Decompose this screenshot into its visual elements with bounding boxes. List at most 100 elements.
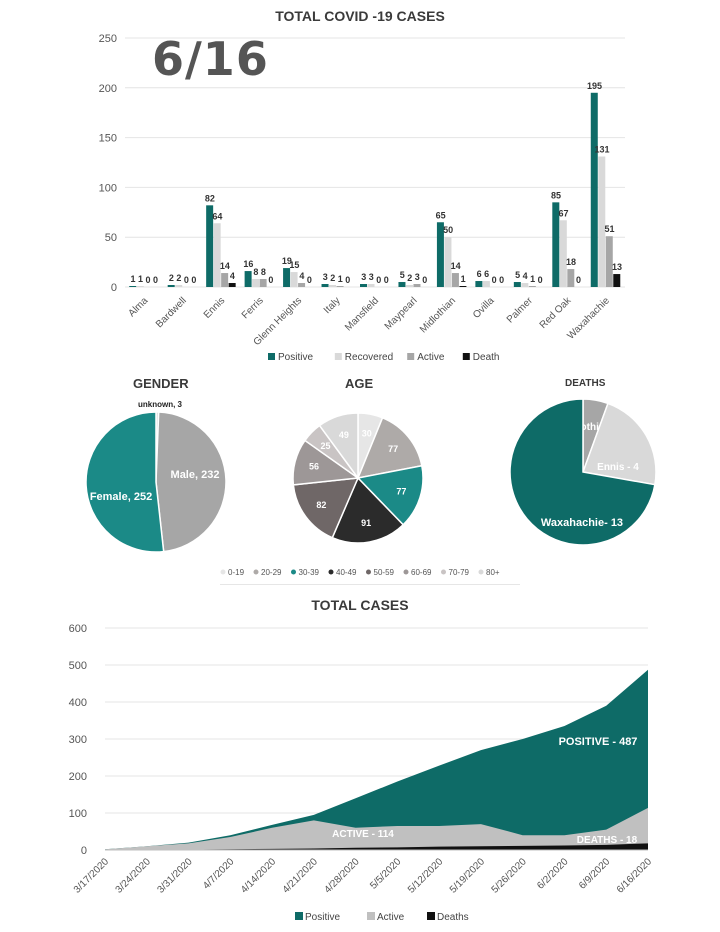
bar-y-tick-label: 250 — [99, 33, 117, 45]
age-slice-30-39 — [356, 464, 424, 526]
age-slice-label: 56 — [309, 462, 319, 472]
age-slice-80 — [318, 412, 359, 481]
bar-value-label: 5 — [400, 270, 405, 280]
legend-label-death: Death — [473, 352, 500, 363]
bar-midlothian-active — [451, 273, 459, 287]
bar-value-label: 15 — [289, 260, 299, 270]
age-legend-swatch-0-19 — [220, 569, 226, 575]
age-legend-label-20-29: 20-29 — [261, 568, 282, 577]
area-chart-title: TOTAL CASES — [311, 597, 409, 613]
area-chart: 0 100 200 300 400 500 600 3/17/2020 3/24/2020 3/3… — [69, 623, 655, 923]
bar-waxahachie-active — [605, 236, 613, 287]
bar-midlothian-recovered — [444, 237, 452, 287]
gender-slice-male-232 — [155, 411, 227, 553]
area-legend-swatch-active — [367, 912, 375, 920]
bar-x-tick-label: Bardwell — [154, 295, 189, 330]
bar-value-label: 3 — [415, 272, 420, 282]
bar-italy-active — [336, 286, 344, 287]
bar-x-tick-label: Mansfield — [343, 295, 381, 333]
age-slice-label: 77 — [396, 487, 406, 497]
legend-label-positive: Positive — [278, 352, 313, 363]
bar-red-oak-active — [567, 269, 575, 287]
bar-value-label: 6 — [477, 269, 482, 279]
bar-value-label: 0 — [307, 275, 312, 285]
bar-value-label: 4 — [299, 271, 304, 281]
bar-x-tick-label: Alma — [126, 295, 150, 319]
bar-ennis-active — [221, 273, 229, 287]
area-x-tick-label: 6/9/2020 — [577, 856, 613, 892]
bar-value-label: 6 — [484, 269, 489, 279]
bar-palmer-positive — [513, 282, 521, 287]
bar-value-label: 0 — [184, 275, 189, 285]
area-x-tick-label: 4/7/2020 — [201, 856, 237, 892]
pie-charts: unknown, 3 Male, 232 Female, 252 30 77 77 91 82… — [85, 398, 657, 577]
bar-value-label: 0 — [191, 275, 196, 285]
bar-value-label: 67 — [559, 208, 569, 218]
bar-value-label: 0 — [422, 275, 427, 285]
bar-ferris-positive — [244, 271, 252, 287]
bar-italy-positive — [321, 284, 329, 287]
bar-ennis-positive — [206, 205, 214, 287]
bar-x-tick-label: Midlothian — [418, 295, 458, 335]
divider — [220, 584, 520, 585]
bar-value-label: 0 — [384, 275, 389, 285]
gender-slice-label: Female, 252 — [90, 491, 152, 503]
age-slice-label: 30 — [362, 428, 372, 438]
age-legend-label-30-39: 30-39 — [299, 568, 320, 577]
age-legend-label-60-69: 60-69 — [411, 568, 432, 577]
age-pie-title: AGE — [345, 376, 374, 391]
area-annotation-active-114: ACTIVE - 114 — [332, 829, 394, 840]
bar-value-label: 14 — [220, 261, 230, 271]
bar-value-label: 82 — [205, 193, 215, 203]
bar-palmer-active — [528, 286, 536, 287]
bar-ovilla-positive — [475, 281, 483, 287]
bar-value-label: 0 — [153, 275, 158, 285]
area-annotation-positive-487: POSITIVE - 487 — [559, 736, 638, 748]
area-series-deaths — [105, 843, 648, 850]
bar-value-label: 0 — [576, 275, 581, 285]
area-series-active — [105, 807, 648, 850]
bar-chart-title: TOTAL COVID -19 CASES — [275, 8, 445, 24]
area-y-tick-label: 300 — [69, 734, 87, 746]
age-slice-label: 77 — [388, 444, 398, 454]
bar-value-label: 0 — [345, 275, 350, 285]
area-x-tick-label: 3/31/2020 — [155, 856, 195, 896]
bar-bardwell-positive — [167, 285, 175, 287]
bar-value-label: 50 — [443, 225, 453, 235]
bar-value-label: 1 — [138, 274, 143, 284]
bar-value-label: 1 — [461, 274, 466, 284]
bar-value-label: 0 — [499, 275, 504, 285]
bar-value-label: 0 — [538, 275, 543, 285]
area-legend-swatch-positive — [295, 912, 303, 920]
age-slice-label: 49 — [339, 430, 349, 440]
bar-value-label: 3 — [369, 272, 374, 282]
deaths-slice-label: Waxahachie- 13 — [541, 517, 623, 529]
area-series-positive — [105, 669, 648, 850]
bar-x-tick-label: Italy — [322, 295, 343, 316]
age-legend-swatch-80 — [478, 569, 484, 575]
bar-x-tick-label: Palmer — [505, 295, 536, 326]
bar-value-label: 2 — [176, 273, 181, 283]
bar-value-label: 64 — [212, 211, 222, 221]
bar-glenn-heights-recovered — [290, 272, 298, 287]
age-legend-swatch-30-39 — [291, 569, 296, 575]
bar-value-label: 1 — [130, 274, 135, 284]
bar-palmer-recovered — [521, 283, 529, 287]
age-slice-50-59 — [292, 477, 360, 539]
legend-label-recovered: Recovered — [345, 352, 393, 363]
legend-swatch-recovered — [334, 353, 342, 360]
age-legend-label-40-49: 40-49 — [336, 568, 357, 577]
bar-maypearl-recovered — [405, 285, 413, 287]
bar-mansfield-positive — [360, 284, 367, 287]
bar-glenn-heights-positive — [283, 268, 291, 287]
age-legend-swatch-60-69 — [403, 569, 409, 575]
age-slice-20-29 — [356, 416, 423, 479]
area-y-tick-label: 0 — [81, 845, 87, 857]
bar-value-label: 1 — [530, 274, 535, 284]
bar-ennis-death — [228, 283, 236, 287]
legend-label-active: Active — [417, 352, 445, 363]
bar-y-tick-label: 150 — [99, 133, 117, 145]
bar-waxahachie-positive — [590, 92, 598, 287]
gender-slice-female-252 — [85, 411, 165, 553]
age-legend-swatch-40-49 — [328, 569, 334, 575]
